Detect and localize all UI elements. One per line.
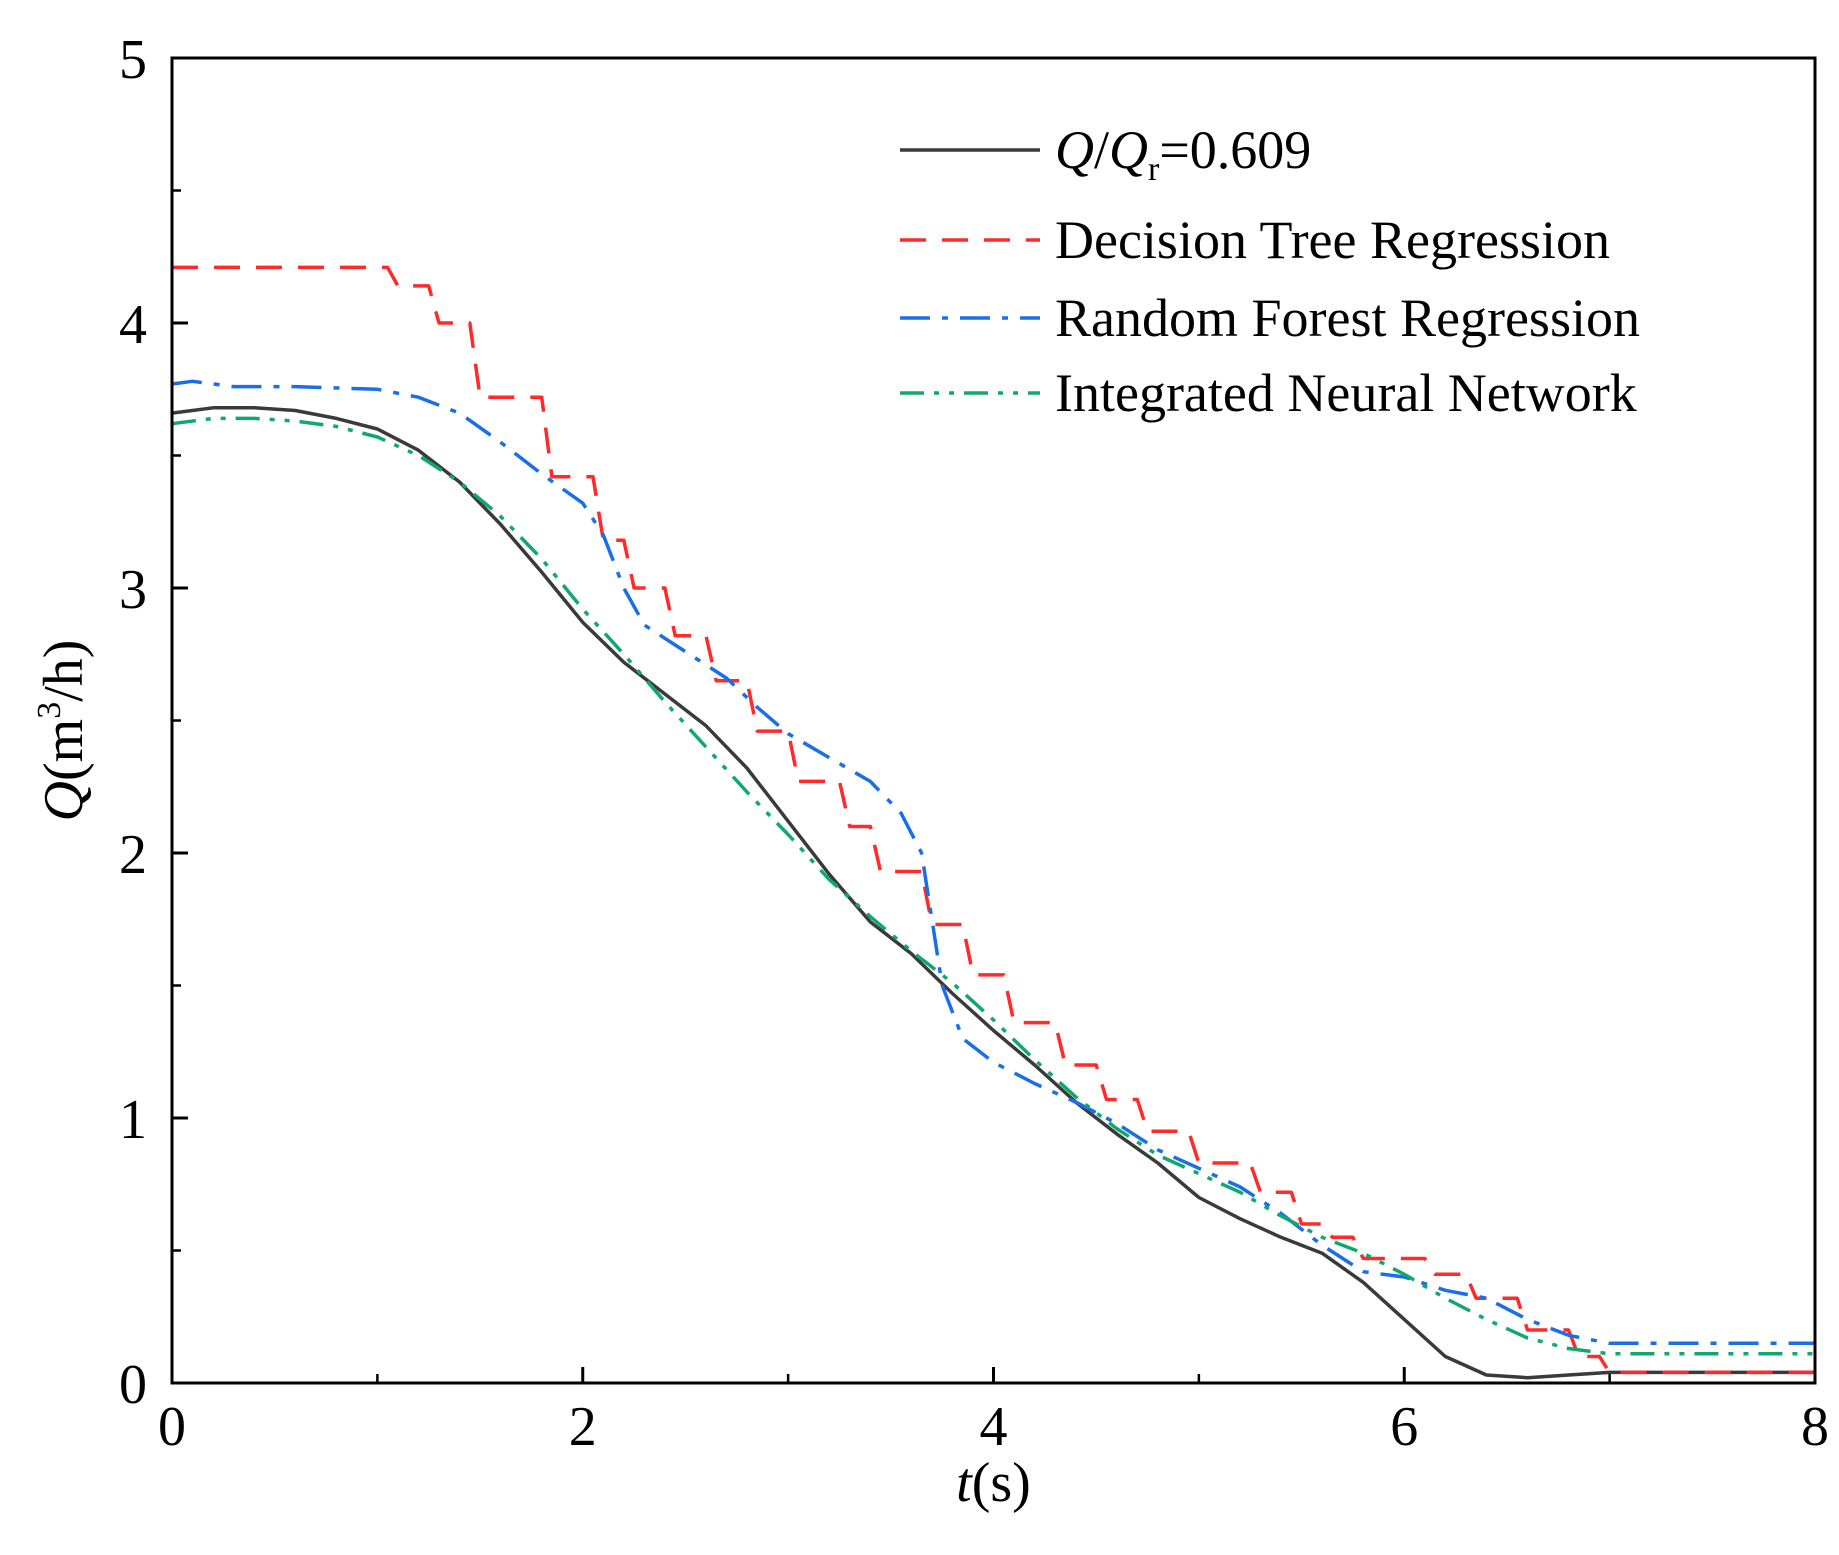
legend-label-decision-tree: Decision Tree Regression — [1055, 210, 1610, 270]
legend-measured-q: Q — [1055, 120, 1094, 180]
y-tick-label: 4 — [119, 294, 147, 356]
y-axis-label-unit-sup: 3 — [31, 702, 68, 719]
x-axis-label: t(s) — [956, 1452, 1031, 1514]
y-tick-label: 5 — [119, 29, 147, 91]
legend: Q/Qr=0.609 Decision Tree Regression Rand… — [900, 120, 1640, 423]
x-tick-label: 6 — [1390, 1396, 1418, 1458]
series-line-3 — [171, 416, 1815, 1356]
x-axis-label-var: t — [956, 1452, 973, 1514]
x-tick-label: 2 — [569, 1396, 597, 1458]
legend-label-random-forest: Random Forest Regression — [1055, 288, 1640, 348]
series-line-2 — [171, 379, 1815, 1346]
legend-measured-rest: =0.609 — [1159, 120, 1311, 180]
x-axis-label-unit: (s) — [972, 1452, 1031, 1514]
legend-measured-sub: r — [1148, 151, 1160, 188]
y-tick-label: 1 — [119, 1089, 147, 1151]
legend-label-neural-network: Integrated Neural Network — [1055, 363, 1637, 423]
legend-measured-qr: Q — [1109, 120, 1148, 180]
x-tick-label: 0 — [158, 1396, 186, 1458]
x-tick-label: 8 — [1801, 1396, 1829, 1458]
legend-label-measured: Q/Qr=0.609 — [1055, 120, 1311, 188]
y-axis-label: Q(m3/h) — [31, 640, 95, 822]
x-tick-label: 4 — [980, 1396, 1008, 1458]
series-line-0 — [171, 406, 1815, 1380]
y-tick-label: 3 — [119, 559, 147, 621]
y-axis-label-var: Q — [33, 781, 95, 821]
y-axis-label-unit-post: /h) — [33, 640, 95, 702]
tick-layer: 0 2 4 6 8 0 1 2 3 4 5 — [119, 29, 1829, 1458]
y-tick-label: 2 — [119, 824, 147, 886]
y-axis-label-unit-pre: (m — [33, 719, 95, 781]
series-layer — [171, 265, 1815, 1380]
legend-measured-slash: / — [1094, 120, 1109, 180]
y-tick-label: 0 — [119, 1354, 147, 1416]
